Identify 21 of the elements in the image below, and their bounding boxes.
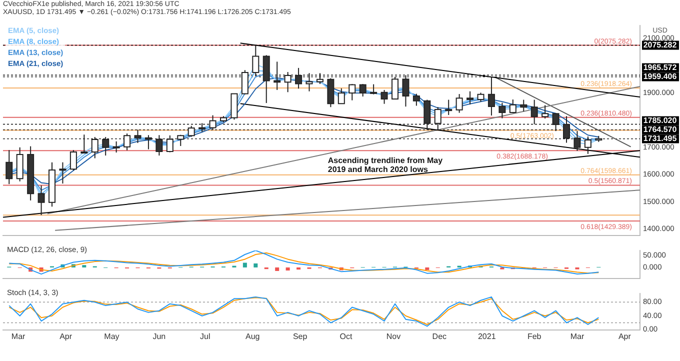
- ref-line-label: 1764.570: [643, 125, 678, 134]
- x-tick-label: Feb: [527, 332, 542, 342]
- x-tick-label: Sep: [292, 332, 308, 342]
- x-tick-label: May: [104, 332, 120, 342]
- x-tick-label: Oct: [340, 332, 353, 342]
- x-tick-label: Mar: [570, 332, 584, 342]
- annotation: Ascending trendline from May 2019 and March 2020 lows: [328, 156, 444, 174]
- x-tick-label: Nov: [386, 332, 401, 342]
- x-tick-label: Jun: [152, 332, 166, 342]
- x-tick-label: 2021: [478, 332, 496, 342]
- x-tick-label: Mar: [11, 332, 26, 342]
- ref-line-label: 1785.020: [643, 116, 678, 125]
- ref-line-label: 1959.406: [643, 72, 678, 82]
- x-tick-label: Apr: [60, 332, 72, 342]
- x-tick-label: Aug: [245, 332, 260, 342]
- x-tick-label: Dec: [432, 332, 447, 342]
- ref-line-label: 2075.282: [643, 40, 678, 50]
- ref-line-label: 1731.495: [643, 134, 678, 143]
- ref-line-label: 1965.572: [643, 63, 678, 72]
- x-tick-label: Apr: [618, 332, 632, 342]
- x-tick-label: Jul: [200, 332, 210, 342]
